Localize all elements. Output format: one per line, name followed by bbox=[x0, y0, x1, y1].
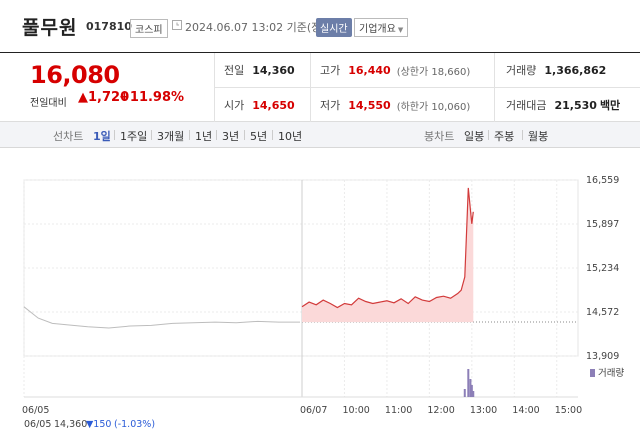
volume-cell: 거래량 1,366,862 bbox=[506, 53, 606, 87]
x-tick-label: 06/05 bbox=[22, 405, 49, 416]
volume-bar bbox=[470, 385, 473, 397]
open-cell: 시가 14,650 bbox=[224, 88, 295, 122]
volume-bar bbox=[463, 389, 466, 397]
volume-legend-label: 거래량 bbox=[598, 367, 624, 379]
volume-bar bbox=[472, 391, 475, 397]
x-tick-label: 10:00 bbox=[342, 405, 369, 416]
amount-value: 21,530 bbox=[554, 98, 597, 112]
tab-daily-candle[interactable]: 일봉 bbox=[464, 130, 485, 143]
tab-monthly-candle[interactable]: 월봉 bbox=[528, 130, 549, 143]
x-tick-label: 12:00 bbox=[427, 405, 454, 416]
divider bbox=[272, 130, 273, 140]
change-label: 전일대비 bbox=[30, 98, 67, 109]
stock-code: 017810 bbox=[86, 20, 132, 33]
y-tick-label: 13,909 bbox=[586, 351, 619, 362]
x-tick-label: 13:00 bbox=[470, 405, 497, 416]
open-label: 시가 bbox=[224, 99, 245, 112]
price-summary: 16,080 전일대비 ▲1,720 +11.98% 전일 14,360 고가 … bbox=[0, 52, 640, 122]
amount-cell: 거래대금 21,530 백만 bbox=[506, 88, 620, 122]
y-tick-label: 15,897 bbox=[586, 219, 619, 230]
y-tick-label: 15,234 bbox=[586, 263, 619, 274]
prev-day-pct: (-1.03%) bbox=[114, 419, 155, 429]
upper-limit: (상한가 18,660) bbox=[396, 66, 471, 78]
prev-close-label: 전일 bbox=[224, 64, 245, 77]
divider bbox=[522, 130, 523, 140]
tab-weekly-candle[interactable]: 주봉 bbox=[494, 130, 515, 143]
divider bbox=[488, 130, 489, 140]
tab-5y[interactable]: 5년 bbox=[250, 130, 268, 143]
line-chart-label: 선차트 bbox=[53, 130, 84, 143]
amount-unit: 백만 bbox=[599, 99, 621, 112]
low-value: 14,550 bbox=[348, 98, 391, 112]
high-value: 16,440 bbox=[348, 63, 391, 77]
change-percent: +11.98% bbox=[119, 90, 185, 105]
lower-limit: (하한가 10,060) bbox=[396, 101, 471, 113]
stock-name: 풀무원 bbox=[22, 17, 78, 39]
prev-close-value: 14,360 bbox=[252, 63, 295, 77]
chevron-down-icon: ▼ bbox=[397, 26, 404, 34]
x-tick-label: 06/07 bbox=[300, 405, 327, 416]
high-label: 고가 bbox=[320, 64, 341, 77]
volume-value: 1,366,862 bbox=[544, 63, 607, 77]
prev-day-change: ▼150 bbox=[86, 419, 111, 429]
x-tick-label: 14:00 bbox=[512, 405, 539, 416]
tab-3m[interactable]: 3개월 bbox=[157, 130, 185, 143]
intraday-chart[interactable]: 16,559 15,897 15,234 14,572 13,909 06/05 06/07… bbox=[0, 148, 640, 429]
open-value: 14,650 bbox=[252, 98, 295, 112]
tab-10y[interactable]: 10년 bbox=[278, 130, 303, 143]
volume-label: 거래량 bbox=[506, 64, 537, 77]
tab-1w[interactable]: 1주일 bbox=[120, 130, 148, 143]
company-overview-label: 기업개요 bbox=[359, 24, 396, 35]
tab-1y[interactable]: 1년 bbox=[195, 130, 213, 143]
current-price-box: 16,080 전일대비 ▲1,720 +11.98% bbox=[0, 53, 214, 122]
divider bbox=[244, 130, 245, 140]
amount-label: 거래대금 bbox=[506, 99, 547, 112]
clock-icon bbox=[172, 20, 182, 30]
divider bbox=[214, 87, 640, 88]
today-price-area bbox=[302, 187, 474, 323]
tab-3y[interactable]: 3년 bbox=[222, 130, 240, 143]
change-value: ▲1,720 bbox=[78, 90, 130, 105]
company-overview-dropdown[interactable]: 기업개요 ▼ bbox=[354, 18, 409, 37]
chart-period-tabs: 선차트 1일 1주일 3개월 1년 3년 5년 10년 봉차트 일봉 주봉 월봉 bbox=[0, 122, 640, 148]
today-price-line bbox=[301, 187, 474, 309]
tab-1d[interactable]: 1일 bbox=[93, 130, 111, 143]
timestamp: 2024.06.07 13:02 기준(장중) bbox=[185, 21, 336, 34]
market-badge: 코스피 bbox=[130, 19, 168, 38]
current-price: 16,080 bbox=[30, 61, 120, 89]
divider bbox=[189, 130, 190, 140]
price-chart-svg[interactable]: 16,559 15,897 15,234 14,572 13,909 06/05 06/07… bbox=[0, 148, 640, 429]
divider bbox=[114, 130, 115, 140]
high-cell: 고가 16,440 (상한가 18,660) bbox=[320, 53, 470, 87]
prev-day-date: 06/05 bbox=[24, 419, 51, 429]
candle-chart-label: 봉차트 bbox=[424, 130, 455, 143]
volume-legend-swatch bbox=[590, 369, 595, 377]
prev-close-cell: 전일 14,360 bbox=[224, 53, 295, 87]
prev-day-price-line bbox=[23, 306, 300, 329]
low-cell: 저가 14,550 (하한가 10,060) bbox=[320, 88, 470, 122]
realtime-button[interactable]: 실시간 bbox=[316, 18, 352, 37]
stock-header: 풀무원 017810 코스피 2024.06.07 13:02 기준(장중) 실… bbox=[0, 0, 640, 52]
x-tick-label: 15:00 bbox=[555, 405, 582, 416]
divider bbox=[151, 130, 152, 140]
x-tick-label: 11:00 bbox=[385, 405, 412, 416]
divider bbox=[216, 130, 217, 140]
y-tick-label: 14,572 bbox=[586, 307, 619, 318]
y-tick-label: 16,559 bbox=[586, 175, 619, 186]
volume-bar bbox=[469, 379, 472, 397]
low-label: 저가 bbox=[320, 99, 341, 112]
prev-day-close: 14,360 bbox=[54, 419, 87, 429]
volume-bar bbox=[467, 369, 470, 397]
